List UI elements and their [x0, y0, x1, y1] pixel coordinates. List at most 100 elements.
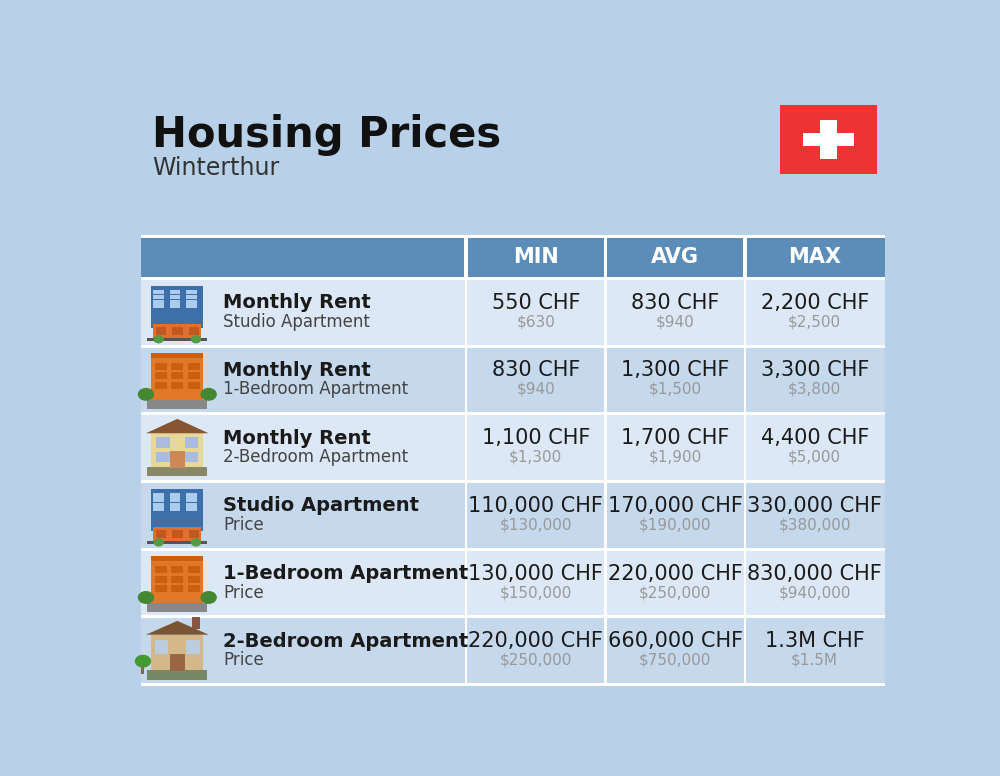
FancyBboxPatch shape [151, 556, 203, 561]
FancyBboxPatch shape [153, 300, 164, 303]
Text: Monthly Rent: Monthly Rent [223, 293, 371, 312]
FancyBboxPatch shape [604, 346, 607, 414]
Text: 220,000 CHF: 220,000 CHF [608, 563, 743, 584]
Text: $250,000: $250,000 [500, 653, 572, 668]
FancyBboxPatch shape [153, 527, 201, 542]
FancyBboxPatch shape [186, 508, 197, 511]
FancyBboxPatch shape [465, 346, 467, 414]
FancyBboxPatch shape [604, 279, 607, 346]
FancyBboxPatch shape [156, 530, 166, 539]
FancyBboxPatch shape [170, 494, 180, 497]
FancyBboxPatch shape [185, 438, 198, 448]
FancyBboxPatch shape [188, 566, 200, 573]
Text: $1,500: $1,500 [649, 382, 702, 397]
FancyBboxPatch shape [606, 549, 745, 617]
Text: $190,000: $190,000 [639, 518, 712, 532]
Text: $1.5M: $1.5M [791, 653, 838, 668]
FancyBboxPatch shape [744, 279, 746, 346]
FancyBboxPatch shape [140, 548, 885, 551]
FancyBboxPatch shape [153, 290, 164, 294]
Circle shape [138, 389, 153, 400]
FancyBboxPatch shape [172, 530, 183, 539]
FancyBboxPatch shape [465, 481, 467, 549]
FancyBboxPatch shape [466, 279, 606, 346]
Text: 170,000 CHF: 170,000 CHF [608, 496, 743, 516]
FancyBboxPatch shape [606, 617, 745, 684]
Text: Winterthur: Winterthur [152, 156, 279, 180]
FancyBboxPatch shape [156, 452, 170, 462]
Circle shape [201, 389, 216, 400]
FancyBboxPatch shape [466, 617, 606, 684]
FancyBboxPatch shape [192, 618, 200, 629]
FancyBboxPatch shape [140, 414, 214, 481]
FancyBboxPatch shape [214, 279, 466, 346]
Text: 110,000 CHF: 110,000 CHF [468, 496, 603, 516]
FancyBboxPatch shape [606, 279, 745, 346]
FancyBboxPatch shape [745, 414, 885, 481]
FancyBboxPatch shape [214, 237, 466, 279]
Text: $750,000: $750,000 [639, 653, 711, 668]
Text: 830,000 CHF: 830,000 CHF [747, 563, 882, 584]
FancyBboxPatch shape [604, 481, 607, 549]
FancyBboxPatch shape [140, 346, 214, 414]
FancyBboxPatch shape [153, 304, 164, 308]
FancyBboxPatch shape [465, 617, 467, 684]
FancyBboxPatch shape [744, 346, 746, 414]
FancyBboxPatch shape [151, 355, 203, 400]
FancyBboxPatch shape [820, 120, 837, 159]
FancyBboxPatch shape [189, 327, 199, 335]
FancyBboxPatch shape [140, 549, 214, 617]
FancyBboxPatch shape [744, 481, 746, 549]
FancyBboxPatch shape [186, 300, 197, 303]
FancyBboxPatch shape [153, 503, 164, 507]
FancyBboxPatch shape [186, 494, 197, 497]
Text: 830 CHF: 830 CHF [631, 293, 719, 313]
Text: Housing Prices: Housing Prices [152, 114, 501, 156]
FancyBboxPatch shape [214, 617, 466, 684]
Text: Studio Apartment: Studio Apartment [223, 313, 370, 331]
Circle shape [136, 656, 150, 667]
FancyBboxPatch shape [140, 481, 214, 549]
FancyBboxPatch shape [188, 372, 200, 379]
Circle shape [154, 336, 163, 343]
Text: 2-Bedroom Apartment: 2-Bedroom Apartment [223, 632, 469, 651]
FancyBboxPatch shape [140, 235, 885, 237]
FancyBboxPatch shape [604, 237, 607, 279]
FancyBboxPatch shape [188, 576, 200, 583]
FancyBboxPatch shape [155, 640, 168, 653]
FancyBboxPatch shape [214, 549, 466, 617]
FancyBboxPatch shape [153, 295, 164, 299]
Circle shape [201, 592, 216, 603]
FancyBboxPatch shape [171, 383, 183, 389]
FancyBboxPatch shape [147, 338, 207, 341]
FancyBboxPatch shape [606, 481, 745, 549]
Text: $940: $940 [656, 314, 695, 329]
FancyBboxPatch shape [155, 566, 167, 573]
Text: $940: $940 [516, 382, 555, 397]
Text: 2,200 CHF: 2,200 CHF [761, 293, 869, 313]
FancyBboxPatch shape [170, 290, 180, 294]
Text: 1.3M CHF: 1.3M CHF [765, 632, 865, 651]
FancyBboxPatch shape [745, 481, 885, 549]
FancyBboxPatch shape [214, 346, 466, 414]
FancyBboxPatch shape [745, 279, 885, 346]
FancyBboxPatch shape [171, 576, 183, 583]
Text: $2,500: $2,500 [788, 314, 841, 329]
FancyBboxPatch shape [151, 490, 203, 532]
FancyBboxPatch shape [156, 438, 170, 448]
Text: $250,000: $250,000 [639, 585, 711, 600]
FancyBboxPatch shape [170, 508, 180, 511]
Text: $380,000: $380,000 [778, 518, 851, 532]
FancyBboxPatch shape [170, 498, 180, 502]
FancyBboxPatch shape [151, 353, 203, 358]
FancyBboxPatch shape [140, 412, 885, 415]
FancyBboxPatch shape [186, 304, 197, 308]
FancyBboxPatch shape [744, 617, 746, 684]
Text: 830 CHF: 830 CHF [492, 360, 580, 380]
FancyBboxPatch shape [214, 481, 466, 549]
FancyBboxPatch shape [170, 300, 180, 303]
FancyBboxPatch shape [170, 653, 185, 671]
Text: Price: Price [223, 584, 264, 601]
FancyBboxPatch shape [155, 362, 167, 369]
Text: $630: $630 [516, 314, 555, 329]
